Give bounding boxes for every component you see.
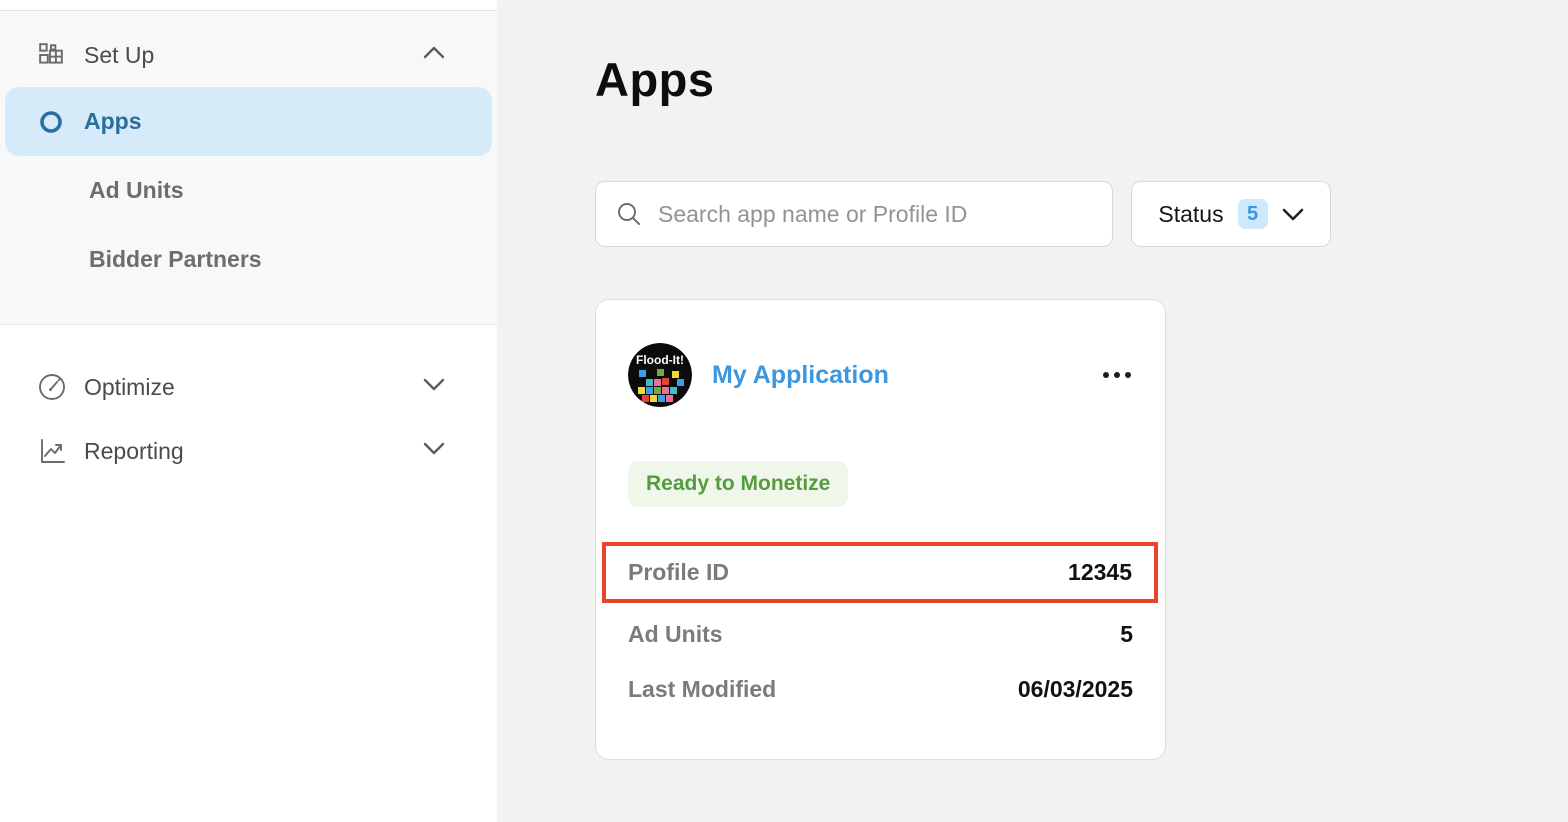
app-card-fields: Profile ID 12345 Ad Units 5 Last Modifie… — [602, 542, 1158, 717]
sidebar-item-label: Bidder Partners — [89, 246, 262, 272]
app-name-link[interactable]: My Application — [712, 360, 889, 389]
chevron-up-icon — [423, 46, 445, 64]
status-badge: Ready to Monetize — [628, 461, 849, 507]
field-row-profile-id: Profile ID 12345 — [628, 546, 1132, 599]
sidebar-item-label: Apps — [84, 108, 142, 134]
sidebar-item-label: Set Up — [84, 41, 155, 68]
chevron-down-icon — [423, 378, 445, 396]
app-card: Flood-It! — [595, 299, 1166, 760]
controls-bar: Status 5 — [595, 181, 1568, 247]
chevron-down-icon — [1282, 208, 1304, 221]
sidebar-item-label: Optimize — [84, 373, 175, 400]
more-options-button[interactable] — [1101, 366, 1133, 384]
sidebar-item-label: Ad Units — [89, 177, 184, 203]
field-value: 5 — [1120, 621, 1133, 647]
search-icon — [616, 201, 642, 227]
field-label: Ad Units — [628, 621, 723, 647]
page-title: Apps — [595, 53, 715, 106]
sidebar-item-label: Reporting — [84, 437, 184, 464]
field-row-last-modified: Last Modified 06/03/2025 — [628, 662, 1133, 717]
sidebar-item-reporting[interactable]: Reporting — [0, 419, 497, 483]
status-filter-label: Status — [1158, 200, 1224, 227]
field-label: Last Modified — [628, 676, 777, 702]
field-value: 12345 — [1068, 559, 1132, 585]
search-input[interactable] — [658, 200, 1092, 228]
line-chart-icon — [38, 437, 68, 465]
status-filter-button[interactable]: Status 5 — [1131, 181, 1331, 247]
app-card-header: Flood-It! — [628, 343, 1133, 407]
main-content: Apps Status 5 — [497, 0, 1568, 822]
field-row-ad-units: Ad Units 5 — [628, 607, 1133, 662]
status-count-badge: 5 — [1237, 199, 1268, 229]
sidebar-item-optimize[interactable]: Optimize — [0, 355, 497, 419]
sidebar-lower: Optimize Reporting — [0, 325, 497, 483]
app-avatar: Flood-It! — [628, 343, 692, 407]
speedometer-icon — [38, 373, 68, 401]
field-value: 06/03/2025 — [1017, 676, 1133, 702]
chevron-down-icon — [423, 442, 445, 460]
sidebar-item-apps[interactable]: Apps — [5, 87, 492, 156]
sidebar-item-bidder-partners[interactable]: Bidder Partners — [5, 225, 492, 294]
circle-icon — [38, 109, 68, 135]
avatar-text: Flood-It! — [636, 353, 684, 367]
field-label: Profile ID — [628, 559, 729, 585]
sidebar-item-ad-units[interactable]: Ad Units — [5, 156, 492, 225]
sidebar-group-setup: Set Up Apps Ad Units Bidder Partners — [0, 10, 497, 325]
sidebar: Set Up Apps Ad Units Bidder Partners — [0, 0, 497, 822]
profile-id-highlight-box: Profile ID 12345 — [602, 542, 1158, 603]
sidebar-item-set-up[interactable]: Set Up — [0, 23, 497, 87]
blocks-icon — [38, 42, 68, 68]
search-box — [595, 181, 1113, 247]
sidebar-top-spacer — [0, 0, 497, 10]
